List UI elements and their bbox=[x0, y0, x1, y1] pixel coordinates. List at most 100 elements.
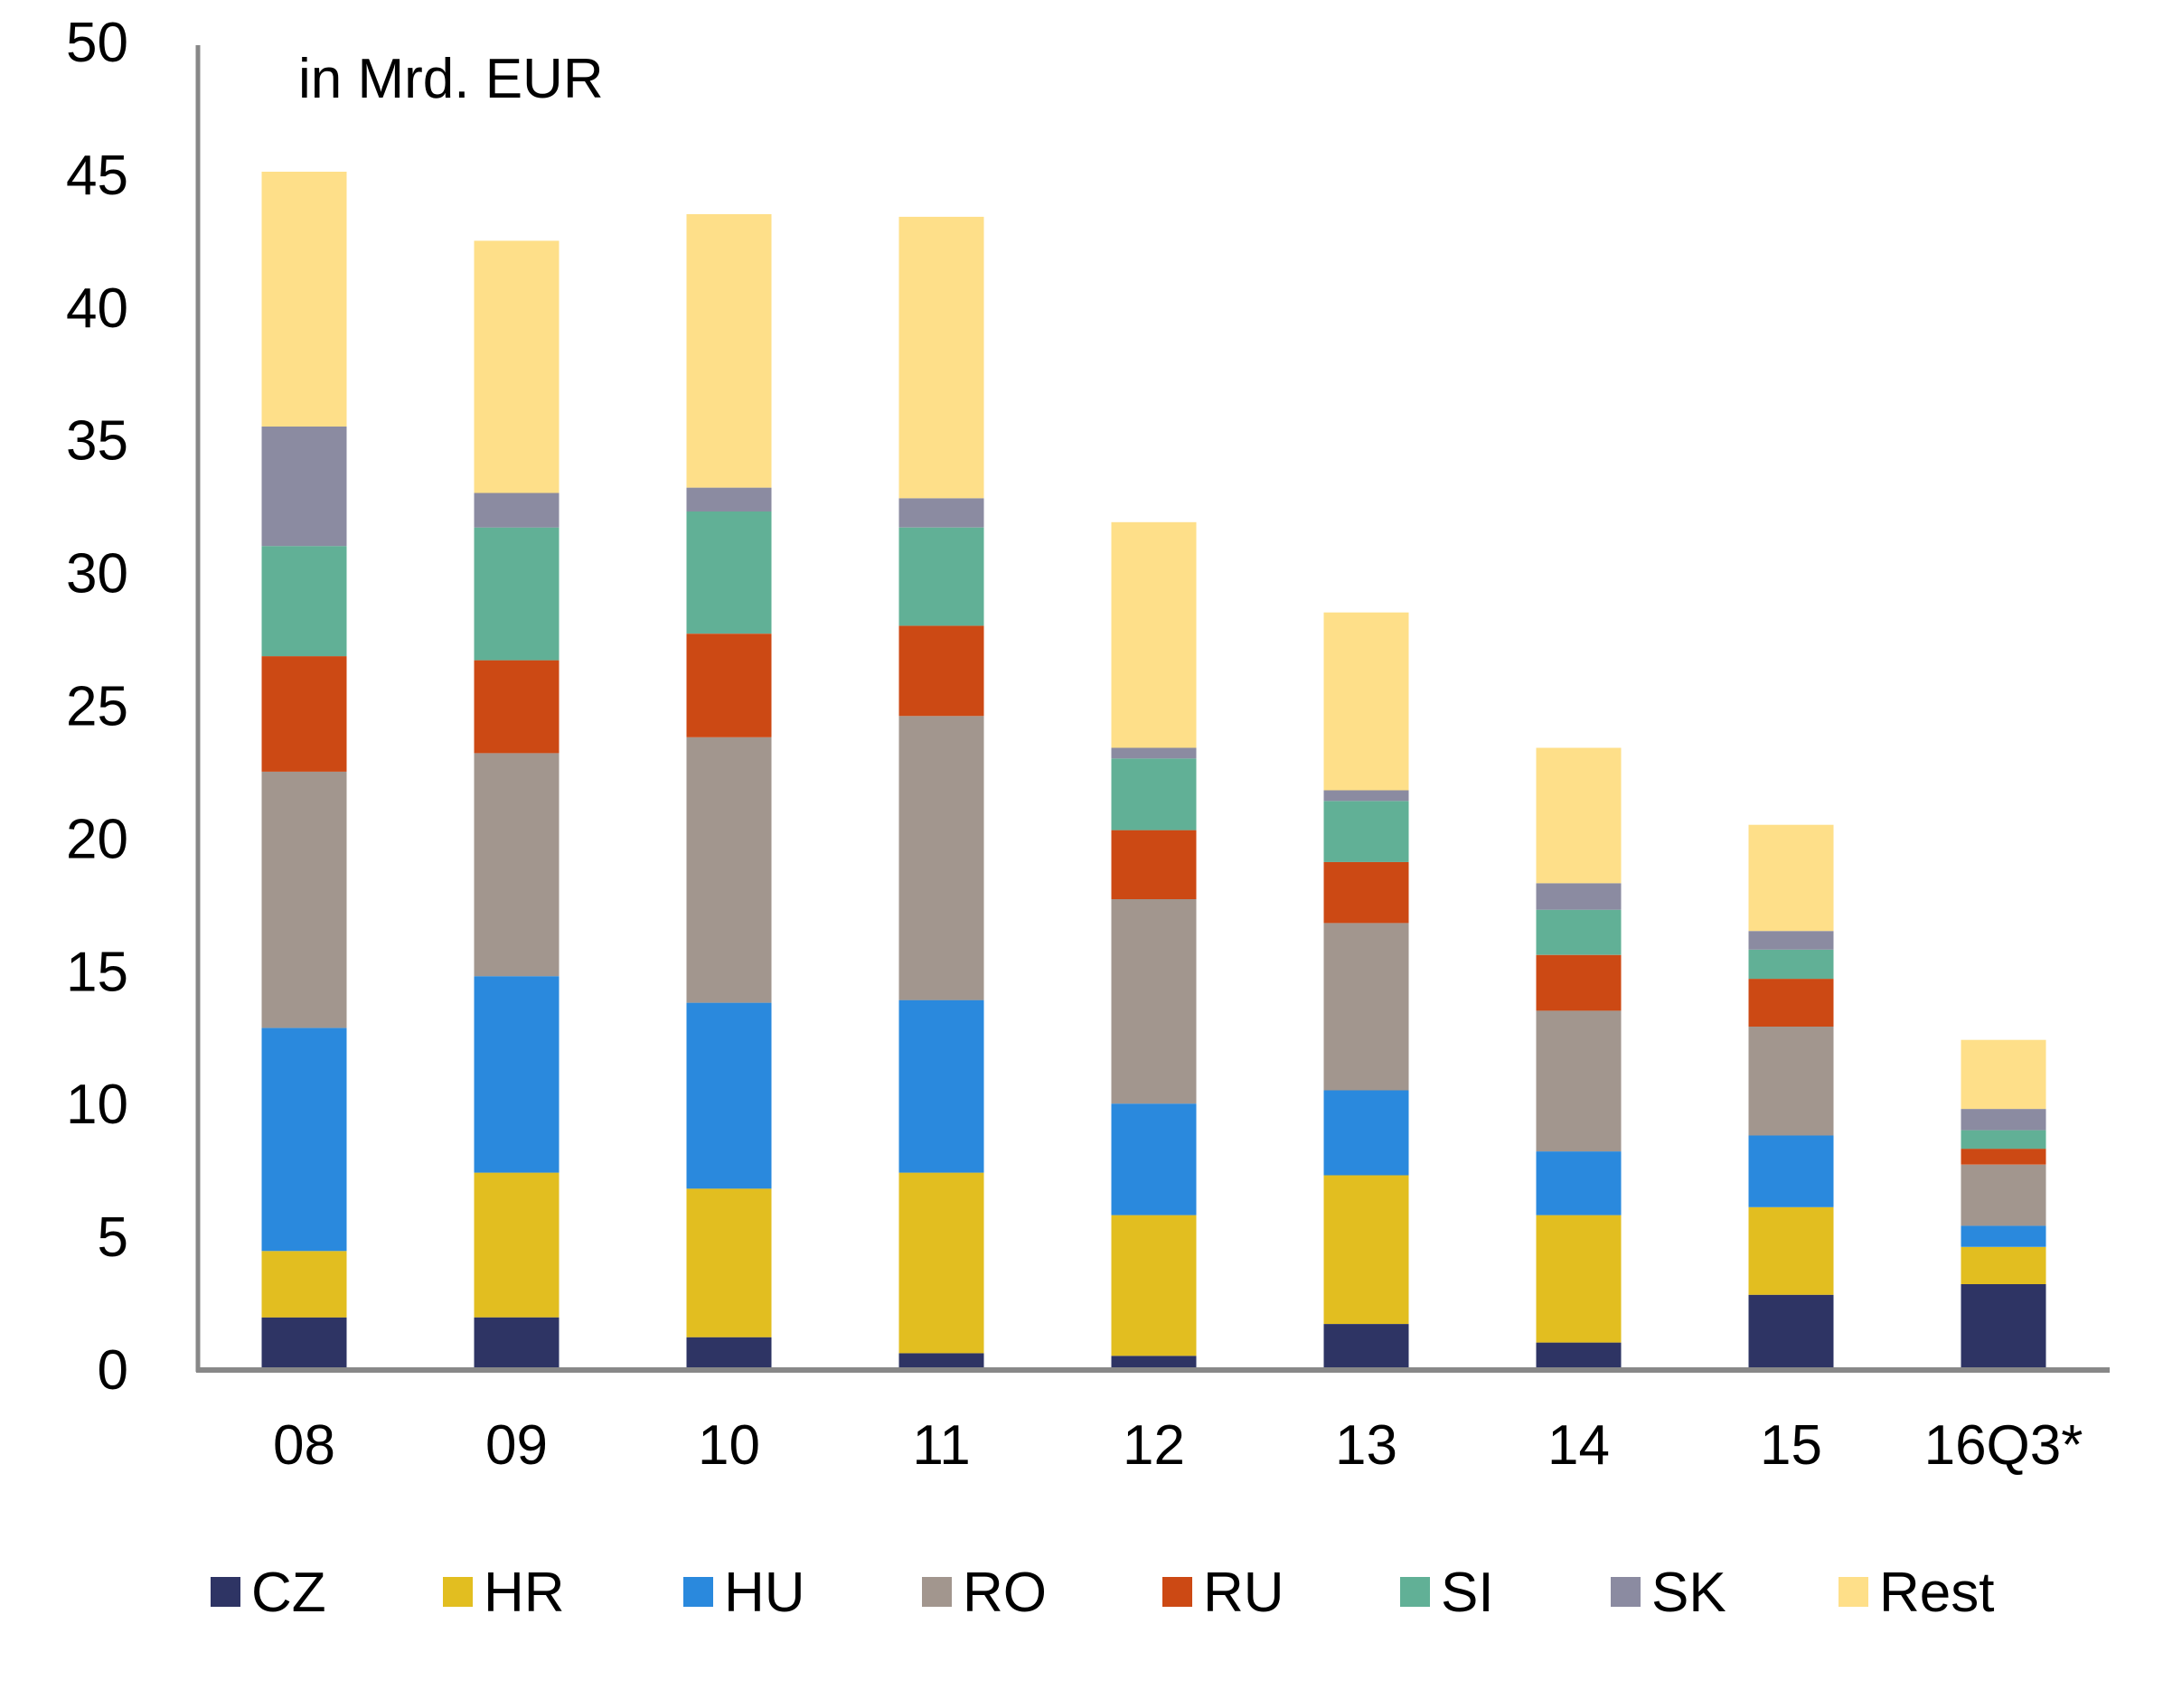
y-tick-labels: 0 5 10 15 20 25 30 35 40 45 50 bbox=[66, 12, 128, 1402]
legend-item-sk: SK bbox=[1611, 1562, 1726, 1624]
bar-segment-ru-09 bbox=[474, 660, 560, 754]
bar-segment-sk-16Q3* bbox=[1961, 1109, 2046, 1131]
legend-item-rest: Rest bbox=[1839, 1562, 1994, 1624]
x-tick-label: 14 bbox=[1547, 1414, 1610, 1477]
y-tick-label: 25 bbox=[66, 676, 128, 738]
bar-segment-si-11 bbox=[898, 527, 984, 626]
bar-segment-si-14 bbox=[1536, 909, 1622, 955]
x-tick-label: 09 bbox=[485, 1414, 548, 1477]
bar-segment-si-09 bbox=[474, 527, 560, 661]
bar-segment-sk-10 bbox=[686, 487, 772, 511]
bar-stack-08 bbox=[261, 172, 347, 1369]
bar-segment-rest-13 bbox=[1323, 612, 1409, 791]
legend-label: RO bbox=[963, 1562, 1047, 1624]
bar-segment-ru-10 bbox=[686, 633, 772, 737]
legend-swatch bbox=[1839, 1577, 1868, 1607]
bar-segment-cz-09 bbox=[474, 1317, 560, 1369]
bar-segment-hr-16Q3* bbox=[1961, 1246, 2046, 1284]
legend-swatch bbox=[1611, 1577, 1641, 1607]
bar-segment-sk-13 bbox=[1323, 790, 1409, 802]
bar-stack-12 bbox=[1111, 521, 1197, 1369]
bar-segment-cz-10 bbox=[686, 1337, 772, 1369]
bar-segment-rest-16Q3* bbox=[1961, 1039, 2046, 1110]
bar-segment-hr-11 bbox=[898, 1172, 984, 1354]
y-tick-label: 45 bbox=[66, 145, 128, 207]
bar-segment-sk-15 bbox=[1748, 931, 1834, 950]
bar-segment-hr-09 bbox=[474, 1172, 560, 1318]
bar-stack-10 bbox=[686, 214, 772, 1369]
bar-segment-rest-09 bbox=[474, 240, 560, 493]
bar-stack-16Q3* bbox=[1961, 1039, 2046, 1369]
y-tick-label: 10 bbox=[66, 1074, 128, 1136]
bar-segment-cz-16Q3* bbox=[1961, 1284, 2046, 1369]
legend: CZ HR HU RO RU SI SK Rest bbox=[211, 1562, 1994, 1624]
legend-item-cz: CZ bbox=[211, 1562, 326, 1624]
y-tick-label: 15 bbox=[66, 941, 128, 1003]
legend-swatch bbox=[683, 1577, 713, 1607]
bar-segment-si-10 bbox=[686, 511, 772, 634]
legend-label: SK bbox=[1651, 1562, 1726, 1624]
bar-segment-ru-14 bbox=[1536, 954, 1622, 1011]
bar-segment-hu-09 bbox=[474, 976, 560, 1173]
bar-segment-ro-08 bbox=[261, 771, 347, 1028]
x-tick-label: 11 bbox=[912, 1414, 970, 1477]
bar-segment-sk-08 bbox=[261, 427, 347, 547]
bar-segment-si-15 bbox=[1748, 949, 1834, 980]
bar-segment-ru-08 bbox=[261, 656, 347, 772]
bar-segment-hu-11 bbox=[898, 999, 984, 1173]
bar-segment-cz-08 bbox=[261, 1317, 347, 1369]
bar-segment-sk-12 bbox=[1111, 747, 1197, 759]
bar-segment-cz-11 bbox=[898, 1353, 984, 1369]
legend-label: HU bbox=[724, 1562, 805, 1624]
x-tick-label: 08 bbox=[273, 1414, 335, 1477]
bar-segment-ro-15 bbox=[1748, 1027, 1834, 1136]
bar-segment-hu-08 bbox=[261, 1028, 347, 1252]
axes-layer bbox=[195, 45, 2110, 1373]
bar-stack-15 bbox=[1748, 824, 1834, 1369]
y-tick-label: 40 bbox=[66, 277, 128, 340]
bar-segment-hu-15 bbox=[1748, 1135, 1834, 1207]
bar-segment-hu-10 bbox=[686, 1002, 772, 1189]
bar-segment-hr-10 bbox=[686, 1188, 772, 1337]
bar-stack-13 bbox=[1323, 612, 1409, 1369]
legend-label: CZ bbox=[251, 1562, 326, 1624]
bar-segment-hu-14 bbox=[1536, 1151, 1622, 1215]
bar-segment-rest-15 bbox=[1748, 824, 1834, 932]
bar-segment-hu-12 bbox=[1111, 1103, 1197, 1215]
legend-swatch bbox=[211, 1577, 240, 1607]
bar-stack-11 bbox=[898, 216, 984, 1369]
bar-segment-ru-12 bbox=[1111, 830, 1197, 899]
bar-segment-hu-13 bbox=[1323, 1090, 1409, 1176]
bar-segment-rest-12 bbox=[1111, 521, 1197, 748]
bar-segment-rest-08 bbox=[261, 172, 347, 427]
bar-segment-cz-15 bbox=[1748, 1294, 1834, 1369]
unit-label: in Mrd. EUR bbox=[298, 48, 604, 110]
bar-segment-ro-10 bbox=[686, 737, 772, 1003]
bar-segment-si-08 bbox=[261, 546, 347, 657]
x-tick-label: 13 bbox=[1335, 1414, 1397, 1477]
bar-segment-hr-08 bbox=[261, 1251, 347, 1318]
y-tick-label: 50 bbox=[66, 12, 128, 74]
x-tick-labels: 08 09 10 11 12 13 14 15 16Q3* bbox=[273, 1414, 2083, 1477]
y-tick-label: 35 bbox=[66, 410, 128, 473]
bar-segment-ru-16Q3* bbox=[1961, 1149, 2046, 1165]
bar-segment-ro-13 bbox=[1323, 923, 1409, 1091]
legend-item-si: SI bbox=[1400, 1562, 1494, 1624]
bar-segment-ro-11 bbox=[898, 716, 984, 1000]
bar-segment-ru-11 bbox=[898, 625, 984, 717]
bar-segment-ro-09 bbox=[474, 753, 560, 977]
bar-segment-ro-12 bbox=[1111, 899, 1197, 1104]
bar-segment-si-13 bbox=[1323, 801, 1409, 862]
legend-item-ro: RO bbox=[922, 1562, 1047, 1624]
bar-segment-rest-14 bbox=[1536, 747, 1622, 884]
bar-segment-rest-11 bbox=[898, 216, 984, 499]
x-tick-label: 16Q3* bbox=[1924, 1414, 2083, 1477]
legend-item-hr: HR bbox=[443, 1562, 565, 1624]
legend-item-ru: RU bbox=[1162, 1562, 1284, 1624]
legend-item-hu: HU bbox=[683, 1562, 805, 1624]
legend-swatch bbox=[443, 1577, 473, 1607]
y-tick-label: 0 bbox=[98, 1339, 128, 1402]
y-tick-label: 30 bbox=[66, 543, 128, 605]
bar-segment-hr-13 bbox=[1323, 1175, 1409, 1324]
